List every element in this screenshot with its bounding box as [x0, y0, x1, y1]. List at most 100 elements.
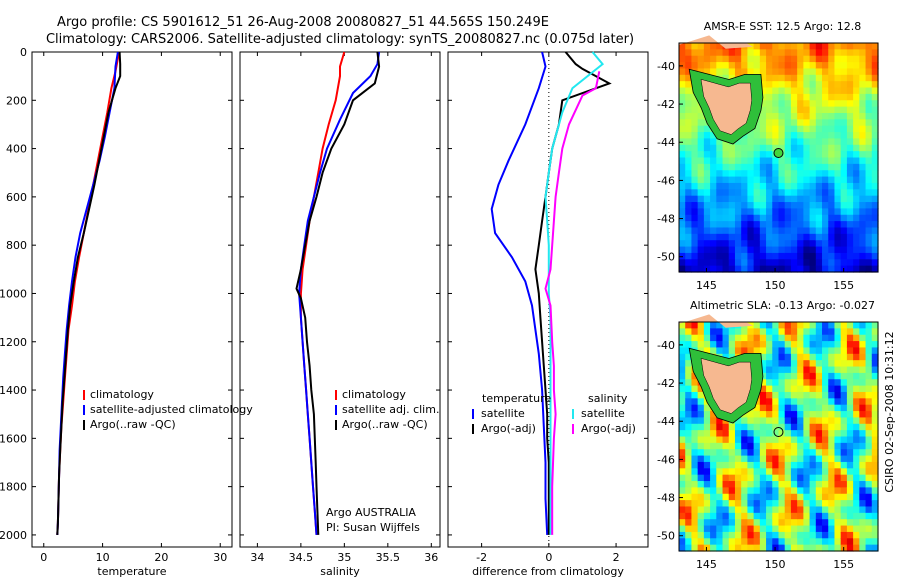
- heatmap-cell: [797, 93, 804, 101]
- heatmap-cell: [691, 62, 699, 70]
- heatmap-cell: [685, 87, 693, 95]
- heatmap-cell: [728, 157, 736, 165]
- heatmap-cell: [778, 246, 786, 254]
- heatmap-cell: [846, 385, 854, 393]
- heatmap-cell: [741, 49, 749, 57]
- heatmap-cell: [822, 360, 829, 368]
- heatmap-cell: [815, 163, 823, 171]
- heatmap-cell: [784, 202, 792, 209]
- heatmap-cell: [766, 189, 773, 197]
- heatmap-cell: [846, 449, 854, 457]
- heatmap-cell: [759, 62, 767, 70]
- heatmap-cell: [828, 468, 836, 476]
- heatmap-cell: [685, 189, 693, 197]
- heatmap-cell: [697, 334, 705, 342]
- heatmap-cell: [784, 233, 792, 241]
- heatmap-cell: [697, 202, 705, 209]
- heatmap-cell: [784, 100, 792, 108]
- heatmap-cell: [790, 512, 798, 520]
- heatmap-cell: [772, 487, 780, 495]
- heatmap-cell: [815, 442, 823, 450]
- heatmap-cell: [815, 468, 823, 476]
- heatmap-cell: [778, 379, 786, 387]
- heatmap-cell: [710, 417, 717, 425]
- heatmap-cell: [853, 404, 860, 412]
- heatmap-cell: [759, 474, 767, 482]
- heatmap-cell: [809, 493, 817, 501]
- x-tick-label: 145: [696, 279, 717, 292]
- heatmap-cell: [834, 449, 842, 457]
- heatmap-cell: [803, 100, 811, 108]
- heatmap-cell: [691, 214, 699, 222]
- heatmap-cell: [685, 233, 693, 241]
- heatmap-cell: [853, 341, 860, 349]
- heatmap-cell: [865, 93, 873, 101]
- heatmap-cell: [734, 176, 742, 184]
- heatmap-cell: [679, 487, 686, 495]
- heatmap-cell: [784, 500, 792, 508]
- heatmap-cell: [691, 144, 699, 152]
- heatmap-cell: [759, 106, 767, 114]
- heatmap-cell: [853, 442, 860, 450]
- heatmap-cell: [822, 252, 829, 260]
- heatmap-cell: [747, 246, 755, 254]
- heatmap-cell: [679, 195, 686, 203]
- heatmap-cell: [679, 208, 686, 216]
- heatmap-cell: [772, 468, 780, 476]
- heatmap-cell: [766, 379, 773, 387]
- heatmap-cell: [822, 544, 829, 552]
- heatmap-cell: [747, 328, 755, 336]
- heatmap-cell: [834, 481, 842, 488]
- heatmap-cell: [716, 55, 724, 63]
- heatmap-cell: [822, 436, 829, 444]
- heatmap-cell: [691, 334, 699, 342]
- heatmap-cell: [828, 151, 836, 159]
- heatmap-cell: [710, 461, 717, 469]
- heatmap-cell: [685, 391, 693, 399]
- heatmap-cell: [784, 481, 792, 488]
- heatmap-cell: [772, 170, 780, 178]
- heatmap-cell: [778, 214, 786, 222]
- heatmap-cell: [685, 106, 693, 114]
- heatmap-cell: [840, 132, 848, 140]
- heatmap-cell: [759, 493, 767, 501]
- y-tick-label: -40: [657, 339, 675, 352]
- legend-label: Argo(..raw -QC): [90, 418, 176, 431]
- heatmap-cell: [840, 151, 848, 159]
- heatmap-cell: [859, 151, 867, 159]
- heatmap-cell: [703, 417, 711, 425]
- heatmap-cell: [703, 500, 711, 508]
- heatmap-cell: [834, 411, 842, 419]
- heatmap-cell: [784, 512, 792, 520]
- heatmap-cell: [728, 544, 736, 552]
- heatmap-cell: [815, 221, 823, 229]
- heatmap-cell: [822, 493, 829, 501]
- heatmap-cell: [790, 341, 798, 349]
- heatmap-cell: [840, 404, 848, 412]
- heatmap-cell: [840, 189, 848, 197]
- heatmap-cell: [778, 506, 786, 514]
- heatmap-cell: [865, 43, 873, 50]
- figure-title-line2: Climatology: CARS2006. Satellite-adjuste…: [46, 32, 634, 47]
- heatmap-cell: [741, 347, 749, 355]
- heatmap-cell: [784, 144, 792, 152]
- heatmap-cell: [853, 423, 860, 431]
- heatmap-cell: [716, 138, 724, 146]
- heatmap-cell: [710, 430, 717, 438]
- heatmap-cell: [846, 360, 854, 368]
- heatmap-cell: [815, 176, 823, 184]
- heatmap-cell: [871, 500, 879, 508]
- heatmap-cell: [834, 55, 842, 63]
- heatmap-cell: [766, 49, 773, 57]
- heatmap-cell: [716, 525, 724, 533]
- heatmap-cell: [679, 259, 686, 267]
- heatmap-cell: [828, 132, 836, 140]
- heatmap-cell: [865, 221, 873, 229]
- heatmap-cell: [790, 112, 798, 120]
- heatmap-cell: [679, 106, 686, 114]
- heatmap-cell: [815, 430, 823, 438]
- heatmap-cell: [840, 417, 848, 425]
- heatmap-cell: [859, 163, 867, 171]
